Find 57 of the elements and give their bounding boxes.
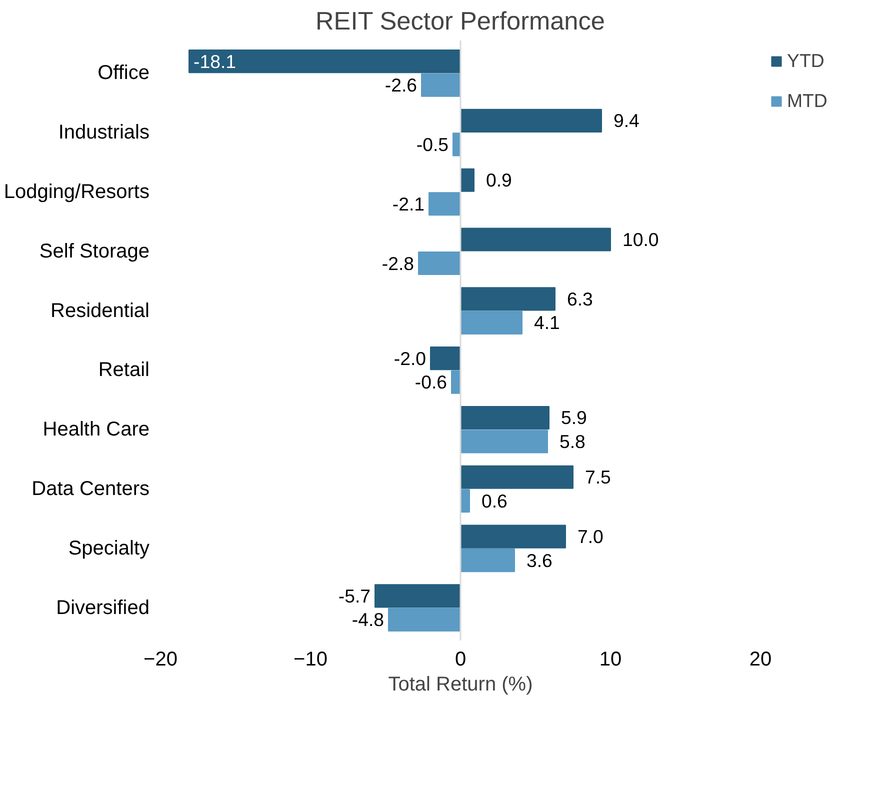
- legend-label: MTD: [787, 90, 828, 112]
- data-label: 7.5: [585, 466, 611, 488]
- bar: [421, 73, 461, 97]
- bar: [460, 287, 556, 311]
- x-tick-label: 0: [454, 648, 466, 670]
- x-tick-label: −20: [144, 648, 178, 670]
- bar: [388, 608, 461, 632]
- bar: [460, 228, 611, 252]
- x-tick-label: 20: [749, 648, 772, 670]
- data-label: -4.8: [352, 609, 384, 630]
- y-tick-label: Retail: [98, 359, 150, 382]
- x-tick-label: −10: [294, 648, 328, 670]
- y-tick-label: Specialty: [68, 537, 150, 560]
- data-label: -2.1: [392, 193, 425, 214]
- bar: [430, 346, 461, 370]
- bar: [428, 192, 461, 216]
- y-tick-label: Diversified: [56, 596, 150, 619]
- y-tick-label: Office: [98, 62, 150, 84]
- data-label: 0.9: [486, 170, 512, 191]
- legend-label: YTD: [787, 50, 824, 72]
- bar: [460, 548, 515, 572]
- y-tick-label: Lodging/Resorts: [4, 180, 150, 203]
- data-label: 7.0: [578, 526, 604, 548]
- data-label: -2.0: [394, 348, 426, 369]
- bar: [451, 370, 461, 394]
- data-label: -0.5: [416, 134, 449, 155]
- bar: [460, 168, 474, 192]
- y-tick-label: Health Care: [42, 418, 150, 441]
- y-tick-label: Self Storage: [39, 240, 150, 262]
- x-tick-label: 10: [599, 648, 622, 670]
- data-label: 3.6: [526, 550, 552, 571]
- data-label: 6.3: [567, 288, 593, 310]
- x-axis-title: Total Return (%): [388, 674, 533, 696]
- data-label: 5.8: [560, 430, 586, 452]
- bar: [374, 584, 461, 608]
- bar: [188, 50, 461, 74]
- bar: [460, 108, 602, 132]
- bar: [460, 465, 574, 489]
- y-tick-label: Data Centers: [32, 478, 150, 500]
- data-label: 0.6: [482, 490, 508, 512]
- data-label: 9.4: [614, 110, 640, 132]
- bar: [418, 251, 461, 276]
- y-tick-label: Industrials: [58, 122, 150, 144]
- bar: [460, 524, 566, 548]
- data-label: 10.0: [622, 229, 659, 250]
- data-label: -18.1: [194, 50, 236, 72]
- bar: [460, 430, 548, 454]
- data-label: -0.6: [414, 372, 448, 393]
- data-label: -5.7: [338, 585, 371, 606]
- chart-title: REIT Sector Performance: [316, 8, 606, 36]
- y-tick-label: Residential: [50, 300, 150, 322]
- data-label: 4.1: [534, 312, 560, 334]
- bar: [460, 310, 522, 334]
- data-label: 5.9: [561, 407, 587, 428]
- data-label: -2.8: [382, 252, 414, 274]
- bar: [460, 406, 550, 430]
- data-label: -2.6: [384, 74, 418, 96]
